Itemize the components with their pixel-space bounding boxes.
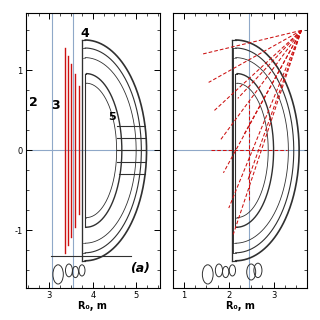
Text: 5: 5 bbox=[108, 112, 116, 122]
Text: 2: 2 bbox=[28, 96, 37, 109]
Text: 3: 3 bbox=[52, 99, 60, 112]
X-axis label: R₀, m: R₀, m bbox=[78, 301, 107, 311]
Text: 4: 4 bbox=[81, 27, 89, 40]
X-axis label: R₀, m: R₀, m bbox=[226, 301, 254, 311]
Text: (a): (a) bbox=[130, 262, 149, 275]
